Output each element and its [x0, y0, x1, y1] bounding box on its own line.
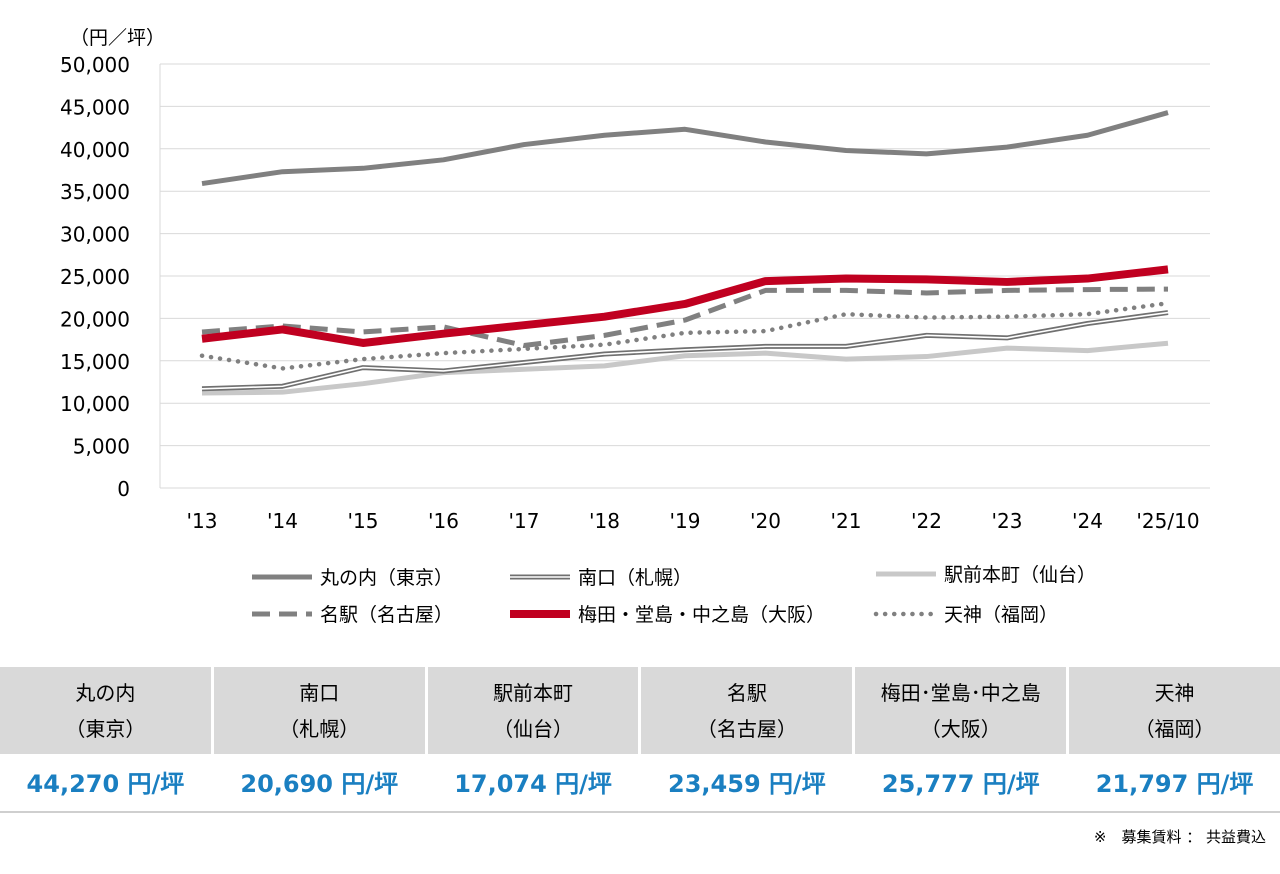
summary-cell-head: 名駅 （名古屋） — [641, 667, 853, 754]
legend-label: 梅田・堂島・中之島（大阪） — [578, 604, 825, 626]
series-line-3 — [201, 286, 1169, 349]
summary-area-name: 駅前本町 — [493, 680, 574, 705]
y-axis-ticks: 0 5,000 10,000 15,000 20,000 25,000 30,000 35,0… — [60, 53, 130, 501]
legend-label: 駅前本町（仙台） — [944, 564, 1096, 586]
summary-cell-ekimaehonmachi: 駅前本町 （仙台） 17,074 円/坪 — [427, 667, 639, 811]
y-tick-label: 5,000 — [73, 435, 130, 459]
summary-city-name: （仙台） — [493, 716, 574, 741]
series-line-0 — [201, 110, 1169, 187]
summary-value: 17,074 円/坪 — [427, 754, 639, 809]
summary-table: 丸の内 （東京） 44,270 円/坪 南口 （札幌） 20,690 円/坪 駅… — [0, 667, 1280, 813]
y-tick-label: 25,000 — [60, 265, 130, 289]
legend-label: 天神（福岡） — [944, 604, 1058, 626]
legend: 丸の内（東京） 南口（札幌） 駅前本町（仙台） 名駅（名古屋） 梅田・堂島・中之島（大阪… — [252, 564, 1096, 626]
y-tick-label: 15,000 — [60, 350, 130, 374]
x-tick-label: '21 — [831, 509, 862, 533]
summary-cell-meieki: 名駅 （名古屋） 23,459 円/坪 — [641, 667, 853, 811]
x-tick-label: '22 — [911, 509, 942, 533]
x-tick-label: '18 — [589, 509, 620, 533]
summary-value: 21,797 円/坪 — [1069, 754, 1280, 809]
y-tick-label: 45,000 — [60, 95, 130, 119]
summary-cell-head: 丸の内 （東京） — [0, 667, 211, 754]
summary-cell-marunouchi: 丸の内 （東京） 44,270 円/坪 — [0, 667, 211, 811]
summary-area-name: 丸の内 — [75, 680, 136, 705]
summary-value: 44,270 円/坪 — [0, 754, 211, 809]
x-tick-label: '19 — [670, 509, 701, 533]
summary-value: 25,777 円/坪 — [855, 754, 1067, 809]
summary-cell-head: 梅田･堂島･中之島 （大阪） — [855, 667, 1067, 754]
x-tick-label: '24 — [1072, 509, 1103, 533]
x-axis-ticks: '13 '14 '15 '16 '17 '18 '19 '20 '21 '22 '23 '24 '25/… — [187, 509, 1200, 533]
y-tick-label: 0 — [117, 477, 130, 501]
summary-city-name: （東京） — [65, 716, 146, 741]
summary-area-name: 名駅 — [726, 680, 767, 705]
summary-area-name: 梅田･堂島･中之島 — [880, 680, 1041, 705]
summary-cell-head: 南口 （札幌） — [213, 667, 425, 754]
series-line-2 — [201, 340, 1169, 396]
series-line-1-inner — [201, 311, 1169, 390]
summary-city-name: （福岡） — [1134, 716, 1215, 741]
legend-label: 南口（札幌） — [578, 567, 692, 589]
series-line-5 — [199, 300, 1171, 371]
x-tick-label: '14 — [267, 509, 298, 533]
line-chart: （円／坪） 0 5,000 10,000 15,000 20,000 25,000 30,0… — [60, 27, 1210, 626]
series-lines — [199, 110, 1171, 396]
x-tick-label: '16 — [428, 509, 459, 533]
summary-cell-umeda: 梅田･堂島･中之島 （大阪） 25,777 円/坪 — [855, 667, 1067, 811]
y-tick-label: 50,000 — [60, 53, 130, 77]
x-tick-label: '17 — [509, 509, 540, 533]
series-line-4 — [201, 265, 1169, 347]
y-tick-label: 40,000 — [60, 138, 130, 162]
summary-cell-head: 駅前本町 （仙台） — [427, 667, 639, 754]
y-tick-label: 35,000 — [60, 180, 130, 204]
summary-city-name: （札幌） — [279, 716, 360, 741]
summary-area-name: 天神 — [1154, 680, 1195, 705]
summary-cell-head: 天神 （福岡） — [1069, 667, 1280, 754]
x-tick-label: '13 — [187, 509, 218, 533]
summary-cell-tenjin: 天神 （福岡） 21,797 円/坪 — [1069, 667, 1280, 811]
legend-label: 丸の内（東京） — [320, 567, 453, 589]
y-unit-label: （円／坪） — [70, 27, 165, 49]
y-tick-label: 20,000 — [60, 307, 130, 331]
x-tick-label: '20 — [750, 509, 781, 533]
summary-cell-minamiguchi: 南口 （札幌） 20,690 円/坪 — [213, 667, 425, 811]
summary-city-name: （大阪） — [920, 716, 1001, 741]
footnote: ※ 募集賃料 ： 共益費込 — [1093, 828, 1266, 846]
x-tick-label: '15 — [348, 509, 379, 533]
y-tick-label: 30,000 — [60, 223, 130, 247]
x-tick-label: '23 — [992, 509, 1023, 533]
summary-value: 20,690 円/坪 — [213, 754, 425, 809]
x-tick-label: '25/10 — [1136, 509, 1199, 533]
y-tick-label: 10,000 — [60, 392, 130, 416]
summary-area-name: 南口 — [299, 680, 340, 705]
summary-value: 23,459 円/坪 — [641, 754, 853, 809]
legend-label: 名駅（名古屋） — [320, 604, 453, 626]
summary-city-name: （名古屋） — [696, 716, 797, 741]
